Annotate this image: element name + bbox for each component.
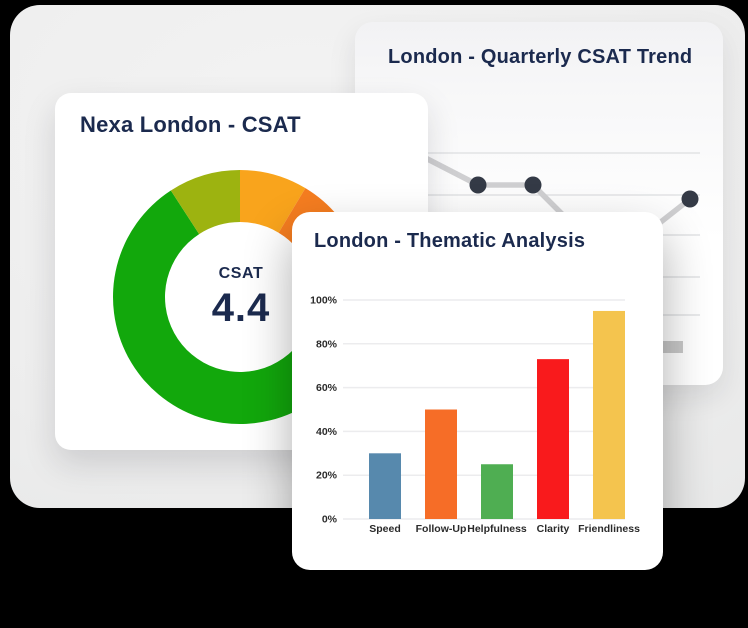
trend-point-2 [681, 190, 699, 208]
ytick-label-40%: 40% [316, 426, 338, 438]
bar-follow-up [425, 409, 457, 519]
trend-card-title: London - Quarterly CSAT Trend [388, 46, 693, 68]
bar-label-follow-up: Follow-Up [416, 523, 467, 535]
bar-label-friendliness: Friendliness [578, 523, 640, 535]
ytick-label-60%: 60% [316, 382, 338, 394]
trend-point-1 [524, 176, 542, 194]
donut-center: CSAT 4.4 [165, 265, 317, 331]
bar-clarity [537, 359, 569, 519]
bar-label-speed: Speed [369, 523, 401, 535]
thematic-card: London - Thematic Analysis 0% 20% 40% 60% 80… [292, 212, 663, 570]
donut-card-title: Nexa London - CSAT [80, 112, 301, 137]
bar-label-helpfulness: Helpfulness [467, 523, 527, 535]
donut-segment-amber [240, 170, 306, 233]
bar-label-clarity: Clarity [537, 523, 570, 535]
ytick-label-20%: 20% [316, 470, 338, 482]
donut-segment-olive [170, 170, 240, 235]
ytick-label-0%: 0% [322, 514, 338, 526]
bar-helpfulness [481, 464, 513, 519]
bar-friendliness [593, 310, 625, 519]
trend-legend-swatch [663, 341, 683, 353]
donut-center-label: CSAT [218, 265, 264, 282]
ytick-label-100%: 100% [310, 295, 338, 307]
donut-center-value: 4.4 [211, 286, 271, 330]
thematic-card-title: London - Thematic Analysis [314, 230, 586, 252]
bar-speed [369, 453, 401, 519]
thematic-bar-chart: 0% 20% 40% 60% 80% 100% Speed Follow-Up Helpfuln… [292, 212, 663, 570]
ytick-label-80%: 80% [316, 338, 338, 350]
trend-point-0 [469, 176, 487, 194]
